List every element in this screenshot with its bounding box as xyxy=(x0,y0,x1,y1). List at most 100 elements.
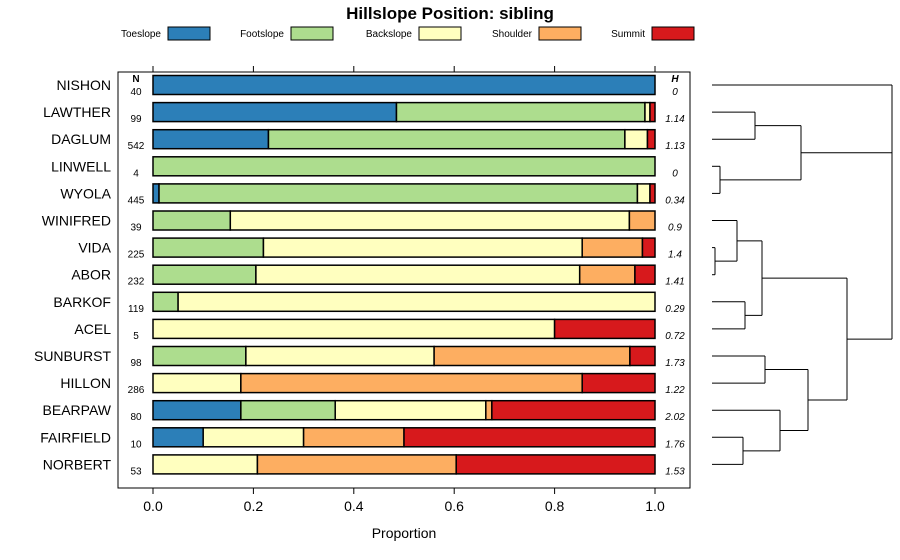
row-label: DAGLUM xyxy=(51,131,111,147)
bar-segment-lawther-summit xyxy=(649,101,656,123)
h-value: 2.02 xyxy=(664,412,685,423)
h-value: 0.34 xyxy=(665,195,685,206)
bar-segment-vida-shoulder xyxy=(581,237,644,258)
n-value: 39 xyxy=(130,223,142,234)
row-label: WYOLA xyxy=(60,185,111,201)
n-value: 99 xyxy=(130,114,142,125)
n-value: 286 xyxy=(128,385,145,396)
row-label: LAWTHER xyxy=(43,104,111,120)
n-value: 119 xyxy=(128,304,144,315)
legend-label-toeslope: Toeslope xyxy=(121,29,161,40)
n-value: 5 xyxy=(133,331,139,342)
bar-segment-abor-summit xyxy=(634,264,656,285)
x-tick-label: 1.0 xyxy=(645,498,665,514)
bar-segment-hillon-summit xyxy=(581,372,656,394)
bar-segment-norbert-shoulder xyxy=(256,454,457,475)
chart-title: Hillslope Position: sibling xyxy=(346,4,554,23)
bar-segment-wyola-summit xyxy=(649,183,656,204)
h-value: 1.14 xyxy=(665,114,685,125)
bar-segment-lawther-toeslope xyxy=(152,101,398,123)
bar-segment-abor-footslope xyxy=(152,264,257,285)
bar-segment-abor-shoulder xyxy=(578,264,636,285)
x-tick-label: 0.0 xyxy=(143,498,163,514)
legend-swatch-shoulder xyxy=(538,26,582,41)
dendrogram xyxy=(712,84,893,465)
x-tick-label: 0.8 xyxy=(545,498,565,514)
bar-segment-acel-summit xyxy=(553,318,656,340)
bar-segment-bearpaw-toeslope xyxy=(152,399,242,421)
n-value: 542 xyxy=(128,141,145,152)
bar-segment-barkof-footslope xyxy=(152,291,179,313)
bar-segment-hillon-shoulder xyxy=(240,372,583,394)
bar-segment-sunburst-footslope xyxy=(152,345,247,367)
legend: Toeslope Footslope Backslope Shoulder Summit xyxy=(121,26,695,41)
bar-segment-sunburst-shoulder xyxy=(433,345,631,367)
bar-segment-bearpaw-backslope xyxy=(334,399,487,421)
row-label: ABOR xyxy=(71,267,111,283)
row-label: WINIFRED xyxy=(42,213,111,229)
bar-segment-fairfield-summit xyxy=(403,427,656,448)
n-value: 232 xyxy=(128,277,145,288)
bar-segment-vida-backslope xyxy=(262,237,583,258)
row-label: LINWELL xyxy=(51,158,111,174)
bar-segment-fairfield-toeslope xyxy=(152,427,204,448)
bar-segment-linwell-footslope xyxy=(152,156,656,177)
bar-segment-norbert-summit xyxy=(455,454,656,475)
bar-segment-bearpaw-shoulder xyxy=(485,399,493,421)
bar-segment-fairfield-shoulder xyxy=(302,427,405,448)
row-label: SUNBURST xyxy=(34,348,111,364)
row-label: NORBERT xyxy=(43,456,112,472)
bar-segment-daglum-toeslope xyxy=(152,128,270,150)
bar-segment-bearpaw-footslope xyxy=(240,399,336,421)
row-label: VIDA xyxy=(78,240,111,256)
row-label: HILLON xyxy=(60,375,111,391)
bar-segment-abor-backslope xyxy=(255,264,581,285)
row-label: ACEL xyxy=(74,321,111,337)
n-value: 225 xyxy=(128,250,145,261)
n-value: 10 xyxy=(130,439,142,450)
legend-label-footslope: Footslope xyxy=(240,29,284,40)
bar-segment-daglum-backslope xyxy=(624,128,649,150)
bar-segment-hillon-backslope xyxy=(152,372,242,394)
bar-segment-vida-footslope xyxy=(152,237,265,258)
n-value: 98 xyxy=(130,358,142,369)
bar-segment-winifred-shoulder xyxy=(628,210,656,231)
n-header: N xyxy=(132,74,139,85)
x-tick-label: 0.2 xyxy=(244,498,264,514)
bar-segment-wyola-backslope xyxy=(636,183,651,204)
h-value: 1.76 xyxy=(665,439,685,450)
legend-swatch-footslope xyxy=(290,26,334,41)
legend-swatch-toeslope xyxy=(167,26,211,41)
bar-segment-fairfield-backslope xyxy=(202,427,305,448)
bar-segment-winifred-footslope xyxy=(152,210,232,231)
h-value: 1.53 xyxy=(665,466,685,477)
bar-segment-sunburst-summit xyxy=(629,345,656,367)
row-label: NISHON xyxy=(57,77,111,93)
legend-label-backslope: Backslope xyxy=(366,29,413,40)
row-label: BARKOF xyxy=(53,294,111,310)
bar-segment-daglum-summit xyxy=(646,128,656,150)
legend-label-summit: Summit xyxy=(611,29,645,40)
bar-segment-sunburst-backslope xyxy=(245,345,435,367)
legend-swatch-summit xyxy=(651,26,695,41)
h-value: 1.22 xyxy=(665,385,685,396)
x-tick-label: 0.4 xyxy=(344,498,364,514)
bar-segment-nishon-toeslope xyxy=(152,74,656,96)
x-axis: 0.0 0.2 0.4 0.6 0.8 1.0 xyxy=(143,488,665,514)
bar-segment-daglum-footslope xyxy=(267,128,626,150)
n-value: 40 xyxy=(130,87,142,98)
legend-label-shoulder: Shoulder xyxy=(492,29,533,40)
row-label: BEARPAW xyxy=(43,402,112,418)
bar-segment-wyola-toeslope xyxy=(152,183,160,204)
h-value: 1.73 xyxy=(665,358,685,369)
bars xyxy=(152,74,656,475)
h-value: 1.4 xyxy=(668,250,682,261)
top-ticks xyxy=(152,66,656,72)
x-tick-label: 0.6 xyxy=(444,498,464,514)
n-value: 445 xyxy=(128,195,145,206)
bar-segment-lawther-backslope xyxy=(644,101,651,123)
bar-segment-winifred-backslope xyxy=(229,210,631,231)
bar-segment-lawther-footslope xyxy=(395,101,646,123)
